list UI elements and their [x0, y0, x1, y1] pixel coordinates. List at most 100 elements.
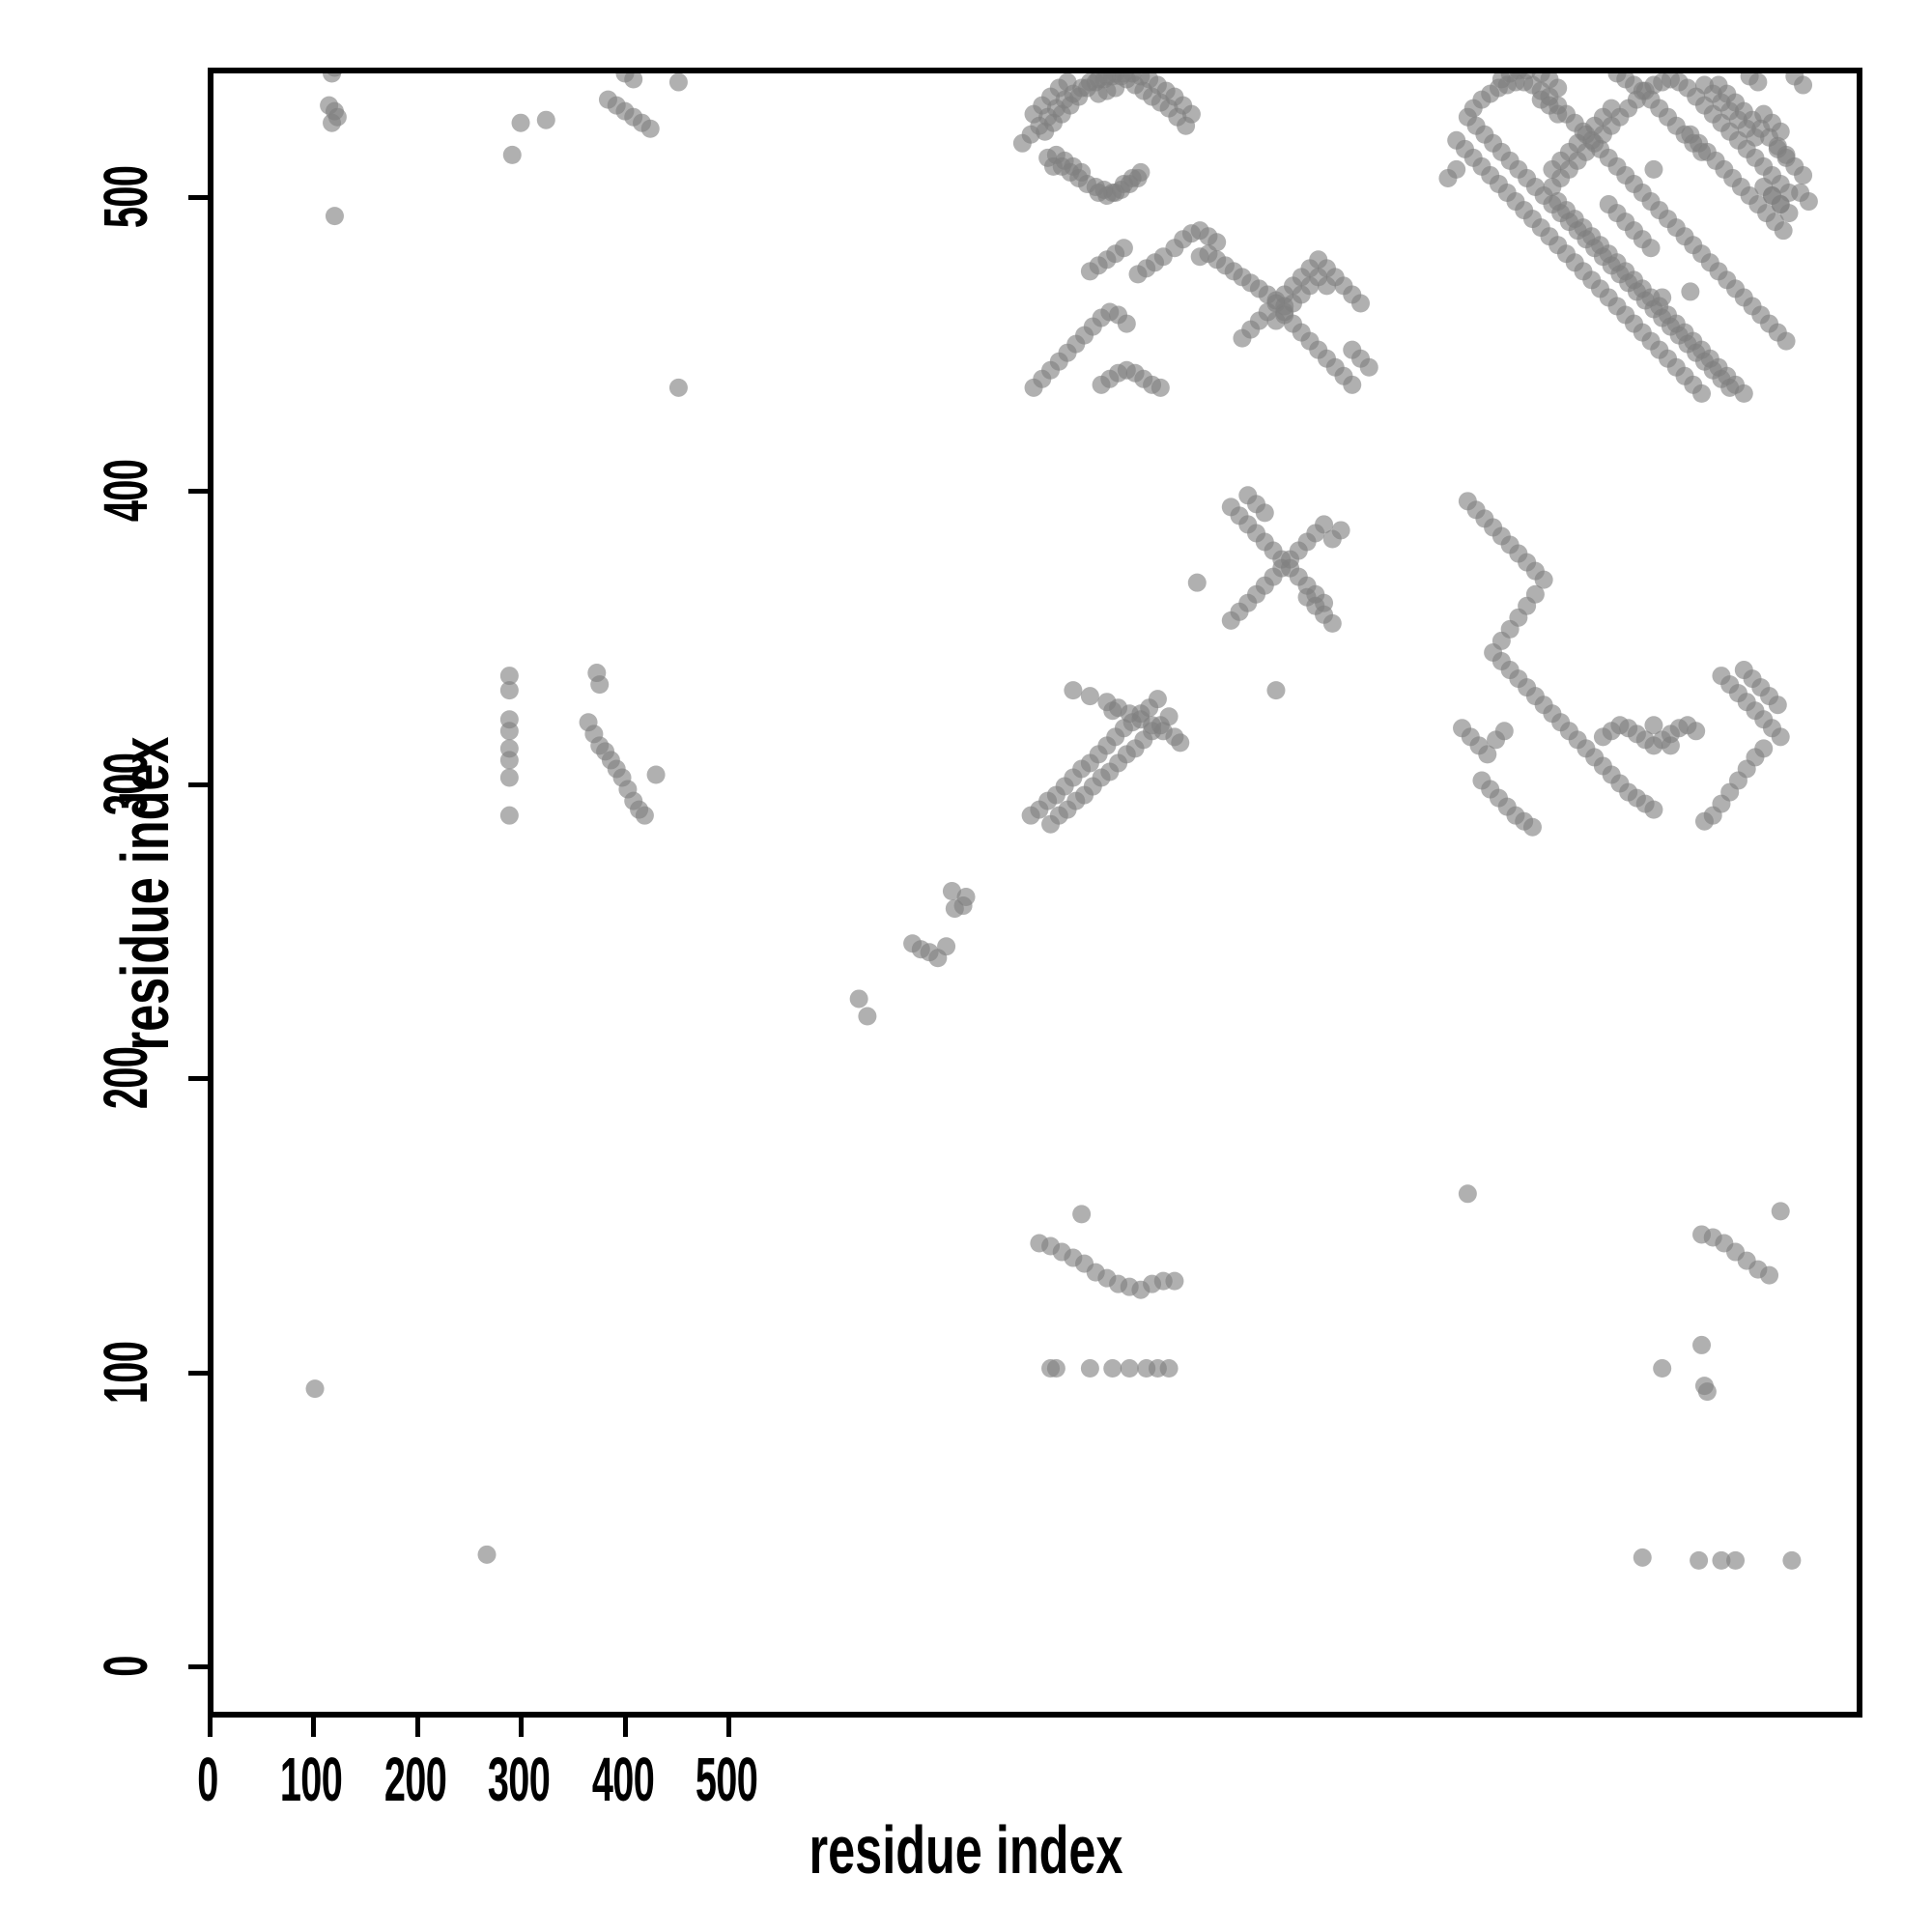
- contact-point: [1255, 503, 1274, 523]
- x-tick-400: [623, 1718, 628, 1737]
- contact-point: [511, 113, 530, 132]
- contact-point: [635, 806, 654, 825]
- contact-point: [1694, 811, 1714, 831]
- contact-point: [1794, 75, 1813, 95]
- x-tick-label-500: 500: [695, 1745, 758, 1814]
- x-tick-100: [311, 1718, 316, 1737]
- contact-point: [1024, 378, 1043, 397]
- contact-point: [1653, 288, 1672, 307]
- contact-point: [1726, 1550, 1746, 1570]
- contact-point: [1120, 1359, 1139, 1378]
- y-tick-400: [188, 489, 208, 494]
- contact-point: [1776, 331, 1796, 351]
- contact-point: [1177, 116, 1196, 135]
- y-tick-500: [188, 195, 208, 200]
- contact-point: [1681, 282, 1700, 301]
- contact-point: [499, 722, 519, 741]
- contact-point: [1494, 722, 1514, 741]
- contact-point: [1350, 294, 1370, 313]
- contact-point: [668, 73, 688, 92]
- contact-point: [1322, 613, 1342, 633]
- contact-point: [1080, 1359, 1099, 1378]
- contact-point: [1331, 521, 1350, 540]
- contact-point: [1117, 314, 1136, 333]
- contact-point: [1712, 1550, 1731, 1570]
- y-tick-200: [188, 1076, 208, 1081]
- contact-point: [1748, 73, 1768, 92]
- contact-point: [1072, 162, 1092, 182]
- contact-point: [1522, 817, 1542, 837]
- contact-point: [1165, 1271, 1184, 1291]
- contact-point: [1633, 1548, 1652, 1567]
- contact-point: [624, 73, 643, 89]
- contact-point: [1317, 276, 1336, 296]
- contact-point: [1653, 1359, 1672, 1378]
- contact-point: [1171, 733, 1190, 753]
- contact-point: [942, 881, 961, 900]
- contact-point: [1782, 1550, 1802, 1570]
- contact-point: [1602, 99, 1621, 118]
- contact-map-scatter: [305, 73, 1818, 1570]
- x-tick-label-300: 300: [487, 1745, 551, 1814]
- contact-point: [668, 378, 688, 397]
- contact-point: [1072, 1205, 1092, 1224]
- contact-point: [1771, 1202, 1790, 1221]
- contact-point: [1768, 696, 1787, 715]
- contact-point: [1343, 375, 1362, 394]
- contact-point: [1046, 1359, 1065, 1378]
- contact-point: [1774, 221, 1793, 241]
- contact-point: [1548, 78, 1568, 98]
- contact-point: [1153, 247, 1173, 267]
- contact-point: [499, 768, 519, 787]
- contact-point: [1690, 1550, 1709, 1570]
- y-tick-300: [188, 782, 208, 787]
- contact-point: [1114, 239, 1133, 258]
- contact-point: [1103, 1359, 1122, 1378]
- x-tick-200: [415, 1718, 420, 1737]
- contact-point: [1151, 378, 1170, 397]
- contact-point: [1661, 736, 1680, 755]
- y-axis-title: residue index: [107, 736, 183, 1051]
- contact-point: [590, 675, 610, 695]
- contact-point: [1687, 722, 1706, 741]
- contact-point: [536, 110, 555, 129]
- contact-point: [1159, 1359, 1179, 1378]
- x-tick-label-0: 0: [197, 1745, 218, 1814]
- contact-point: [1641, 239, 1661, 258]
- y-tick-0: [188, 1664, 208, 1669]
- contact-point: [1644, 800, 1663, 819]
- contact-point: [499, 667, 519, 686]
- contact-point: [1148, 690, 1167, 709]
- contact-point: [502, 145, 522, 164]
- contact-point: [1478, 745, 1497, 764]
- contact-point: [477, 1545, 497, 1564]
- plot-area: [208, 68, 1862, 1718]
- x-tick-label-100: 100: [279, 1745, 343, 1814]
- contact-point: [1644, 159, 1663, 179]
- contact-point: [305, 1379, 325, 1399]
- contact-point: [1644, 716, 1663, 735]
- y-tick-100: [188, 1371, 208, 1376]
- contact-point: [1548, 104, 1568, 124]
- contact-point: [1794, 165, 1813, 185]
- contact-point: [1534, 570, 1553, 589]
- contact-point: [1692, 384, 1712, 403]
- contact-point: [499, 806, 519, 825]
- contact-point: [1518, 73, 1536, 80]
- contact-point: [1697, 1382, 1717, 1402]
- contact-point: [1692, 1335, 1712, 1354]
- y-tick-label-500: 500: [91, 165, 160, 229]
- contact-point: [646, 765, 666, 784]
- contact-point: [1315, 515, 1334, 534]
- contact-point: [1106, 184, 1125, 203]
- contact-point: [499, 681, 519, 700]
- contact-point: [956, 888, 976, 907]
- x-tick-500: [726, 1718, 731, 1737]
- contact-point: [1187, 573, 1207, 592]
- contact-point: [1058, 73, 1077, 92]
- contact-point: [499, 751, 519, 770]
- x-tick-300: [519, 1718, 524, 1737]
- x-tick-label-400: 400: [591, 1745, 655, 1814]
- contact-point: [1064, 681, 1083, 700]
